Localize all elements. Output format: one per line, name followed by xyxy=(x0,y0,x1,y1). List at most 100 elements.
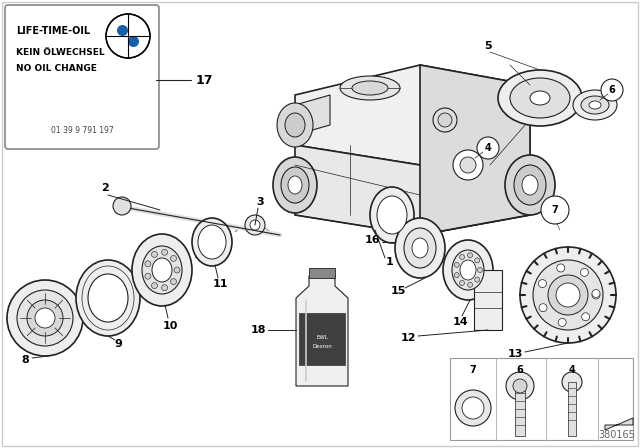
Circle shape xyxy=(557,264,564,272)
Text: 7: 7 xyxy=(470,365,476,375)
Circle shape xyxy=(170,279,177,284)
Circle shape xyxy=(592,289,600,297)
Ellipse shape xyxy=(377,196,407,234)
Ellipse shape xyxy=(412,238,428,258)
Text: 14: 14 xyxy=(452,317,468,327)
Text: 15: 15 xyxy=(390,286,406,296)
Text: 11: 11 xyxy=(212,279,228,289)
Circle shape xyxy=(580,268,588,276)
Text: 18: 18 xyxy=(250,325,266,335)
Ellipse shape xyxy=(273,157,317,213)
Circle shape xyxy=(468,282,472,287)
Ellipse shape xyxy=(128,36,139,47)
Polygon shape xyxy=(605,418,633,430)
Circle shape xyxy=(453,150,483,180)
Circle shape xyxy=(539,304,547,312)
Circle shape xyxy=(582,313,589,321)
Ellipse shape xyxy=(443,240,493,300)
Circle shape xyxy=(460,280,465,285)
Polygon shape xyxy=(295,95,330,135)
Ellipse shape xyxy=(581,96,609,114)
Polygon shape xyxy=(295,65,530,165)
Circle shape xyxy=(438,113,452,127)
Circle shape xyxy=(468,253,472,258)
Text: 3: 3 xyxy=(256,197,264,207)
Circle shape xyxy=(454,273,460,278)
Circle shape xyxy=(162,285,168,291)
Bar xyxy=(309,268,335,278)
Text: EWL: EWL xyxy=(316,335,328,340)
Ellipse shape xyxy=(510,78,570,118)
Text: KEIN ÖLWECHSEL: KEIN ÖLWECHSEL xyxy=(16,48,104,57)
Ellipse shape xyxy=(198,225,226,259)
Ellipse shape xyxy=(340,76,400,100)
Circle shape xyxy=(475,277,480,282)
Ellipse shape xyxy=(117,25,128,36)
Circle shape xyxy=(17,290,73,346)
Circle shape xyxy=(454,263,460,267)
Ellipse shape xyxy=(117,36,128,47)
Bar xyxy=(299,313,345,365)
Circle shape xyxy=(520,247,616,343)
Bar xyxy=(474,270,502,330)
Circle shape xyxy=(506,372,534,400)
Circle shape xyxy=(548,275,588,315)
Circle shape xyxy=(477,267,483,272)
Circle shape xyxy=(7,280,83,356)
Ellipse shape xyxy=(460,260,476,280)
Ellipse shape xyxy=(132,234,192,306)
Circle shape xyxy=(460,254,465,259)
Ellipse shape xyxy=(352,81,388,95)
Text: 2: 2 xyxy=(101,183,109,193)
Circle shape xyxy=(592,291,600,299)
Circle shape xyxy=(460,157,476,173)
Text: 4: 4 xyxy=(568,365,575,375)
Text: 4: 4 xyxy=(484,143,492,153)
Polygon shape xyxy=(296,276,348,386)
Circle shape xyxy=(162,249,168,255)
Ellipse shape xyxy=(128,25,139,36)
Polygon shape xyxy=(295,145,530,235)
Circle shape xyxy=(558,319,566,327)
Text: Dexron: Dexron xyxy=(312,344,332,349)
Ellipse shape xyxy=(514,165,546,205)
Text: 380165: 380165 xyxy=(598,430,635,440)
Circle shape xyxy=(35,308,55,328)
Circle shape xyxy=(145,261,151,267)
Ellipse shape xyxy=(370,187,414,243)
Circle shape xyxy=(556,283,580,307)
Text: 5: 5 xyxy=(484,41,492,51)
Ellipse shape xyxy=(7,306,83,330)
Text: 12: 12 xyxy=(400,333,416,343)
Text: 6: 6 xyxy=(516,365,524,375)
Bar xyxy=(568,382,576,436)
Text: 16: 16 xyxy=(364,235,380,245)
Circle shape xyxy=(145,273,151,279)
Ellipse shape xyxy=(277,103,313,147)
Circle shape xyxy=(477,137,499,159)
Ellipse shape xyxy=(589,101,601,109)
Ellipse shape xyxy=(573,90,617,120)
Ellipse shape xyxy=(505,155,555,215)
Ellipse shape xyxy=(192,218,232,266)
Ellipse shape xyxy=(452,250,484,290)
Text: 01 39 9 791 197: 01 39 9 791 197 xyxy=(51,126,113,135)
Ellipse shape xyxy=(88,274,128,322)
Text: NO OIL CHANGE: NO OIL CHANGE xyxy=(16,64,97,73)
Ellipse shape xyxy=(281,167,309,203)
Text: 1: 1 xyxy=(386,257,394,267)
Ellipse shape xyxy=(522,175,538,195)
Text: 6: 6 xyxy=(609,85,616,95)
Text: 10: 10 xyxy=(163,321,178,331)
Circle shape xyxy=(562,372,582,392)
Bar xyxy=(450,358,633,440)
Circle shape xyxy=(113,197,131,215)
Circle shape xyxy=(462,397,484,419)
Polygon shape xyxy=(420,65,530,235)
Ellipse shape xyxy=(498,70,582,126)
Circle shape xyxy=(152,283,157,289)
Circle shape xyxy=(538,280,547,288)
Text: 7: 7 xyxy=(552,205,558,215)
Ellipse shape xyxy=(76,260,140,336)
Ellipse shape xyxy=(152,258,172,282)
